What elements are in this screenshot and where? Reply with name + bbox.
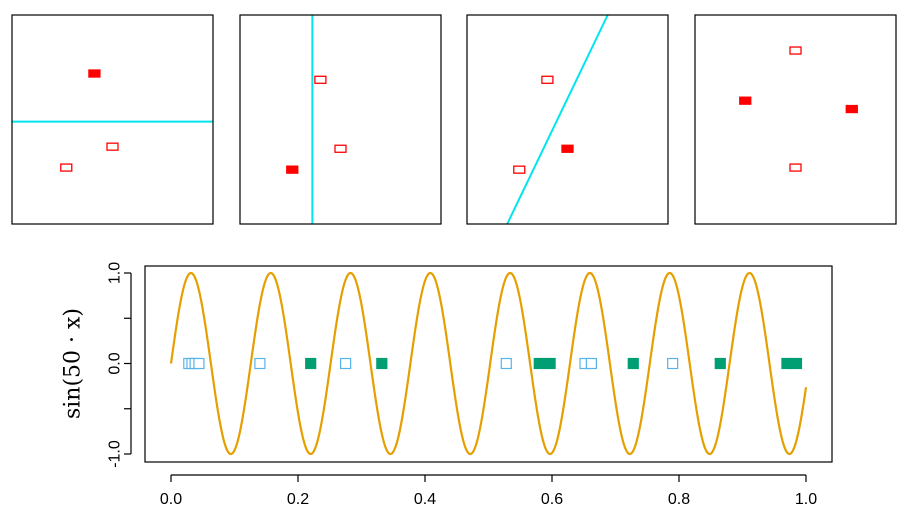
open-point <box>789 163 802 172</box>
filled-point <box>845 104 858 114</box>
y-tick-label: -1.0 <box>107 440 124 468</box>
open-point <box>789 46 802 55</box>
open-point <box>340 357 352 370</box>
panel-2 <box>239 14 442 225</box>
x-tick-label: 0.4 <box>414 491 436 508</box>
filled-point <box>781 357 793 370</box>
y-tick-label: 1.0 <box>107 262 124 284</box>
panel-frame <box>239 14 442 225</box>
filled-point <box>533 357 545 370</box>
x-tick-label: 0.8 <box>668 491 690 508</box>
panel-4 <box>694 14 897 225</box>
open-point <box>314 75 327 84</box>
filled-point <box>544 357 556 370</box>
open-point <box>541 75 554 84</box>
open-point <box>585 357 597 370</box>
panel-frame <box>11 14 214 225</box>
open-point <box>667 357 679 370</box>
open-point <box>334 144 347 153</box>
filled-point <box>286 165 299 174</box>
filled-point <box>305 357 317 370</box>
y-axis-label: sin(50 · x) <box>61 308 86 419</box>
filled-point <box>376 357 388 370</box>
panel-frame <box>694 14 897 225</box>
open-point <box>513 165 526 174</box>
panel-frame <box>466 14 669 225</box>
filled-point <box>561 144 574 153</box>
x-tick-label: 0.2 <box>287 491 309 508</box>
filled-point <box>88 69 101 78</box>
open-point <box>193 357 205 370</box>
sine-curve <box>169 271 808 456</box>
open-point <box>60 163 73 172</box>
x-tick-label: 1.0 <box>795 491 817 508</box>
filled-point <box>627 357 639 370</box>
open-point <box>500 357 512 370</box>
y-tick-label: 0.0 <box>107 352 124 374</box>
filled-point <box>739 96 752 105</box>
filled-point <box>714 357 726 370</box>
open-point <box>106 142 119 151</box>
panel-3 <box>466 14 669 225</box>
x-tick-label: 0.6 <box>541 491 563 508</box>
x-tick-label: 0.0 <box>160 491 182 508</box>
filled-point <box>790 357 803 370</box>
panel-1 <box>11 14 214 225</box>
plot-frame <box>144 265 833 463</box>
top-panels <box>11 14 897 225</box>
bottom-plot: 0.0 0.2 0.4 0.6 0.8 1.0 -1.0 0.0 1.0 sin(50 · x) <box>61 262 833 508</box>
separating-line <box>506 15 609 224</box>
open-point <box>254 357 266 370</box>
